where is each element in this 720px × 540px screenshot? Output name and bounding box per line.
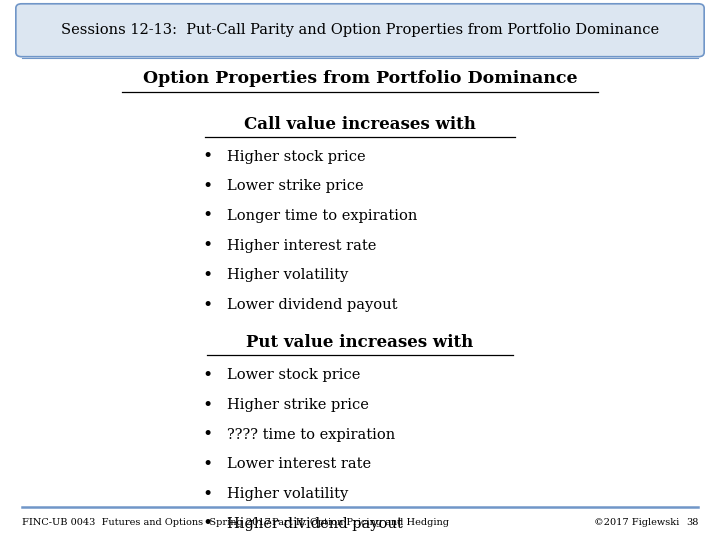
Text: •: • (202, 237, 212, 254)
Text: •: • (202, 207, 212, 225)
Text: •: • (202, 485, 212, 503)
Text: •: • (202, 148, 212, 165)
Text: Part II. Option Pricing and Hedging: Part II. Option Pricing and Hedging (271, 518, 449, 527)
Text: Option Properties from Portfolio Dominance: Option Properties from Portfolio Dominan… (143, 70, 577, 87)
Text: Lower strike price: Lower strike price (227, 179, 364, 193)
Text: •: • (202, 456, 212, 473)
Text: •: • (202, 396, 212, 414)
Text: Higher volatility: Higher volatility (227, 487, 348, 501)
Text: FINC-UB 0043  Futures and Options  Spring 2017: FINC-UB 0043 Futures and Options Spring … (22, 518, 270, 527)
Text: •: • (202, 267, 212, 284)
Text: Lower stock price: Lower stock price (227, 368, 360, 382)
Text: •: • (202, 296, 212, 314)
Text: •: • (202, 426, 212, 443)
Text: 38: 38 (686, 518, 698, 527)
Text: •: • (202, 367, 212, 384)
Text: Call value increases with: Call value increases with (244, 116, 476, 133)
FancyBboxPatch shape (16, 4, 704, 57)
Text: ©2017 Figlewski: ©2017 Figlewski (594, 518, 679, 527)
Text: Higher strike price: Higher strike price (227, 398, 369, 412)
Text: Higher interest rate: Higher interest rate (227, 239, 376, 253)
Text: Higher dividend payout: Higher dividend payout (227, 517, 402, 531)
Text: Higher volatility: Higher volatility (227, 268, 348, 282)
Text: •: • (202, 515, 212, 532)
Text: Sessions 12-13:  Put-Call Parity and Option Properties from Portfolio Dominance: Sessions 12-13: Put-Call Parity and Opti… (61, 23, 659, 37)
Text: Put value increases with: Put value increases with (246, 334, 474, 352)
Text: Lower dividend payout: Lower dividend payout (227, 298, 397, 312)
Text: Longer time to expiration: Longer time to expiration (227, 209, 417, 223)
Text: ???? time to expiration: ???? time to expiration (227, 428, 395, 442)
Text: Lower interest rate: Lower interest rate (227, 457, 371, 471)
Text: •: • (202, 178, 212, 195)
Text: Higher stock price: Higher stock price (227, 150, 366, 164)
